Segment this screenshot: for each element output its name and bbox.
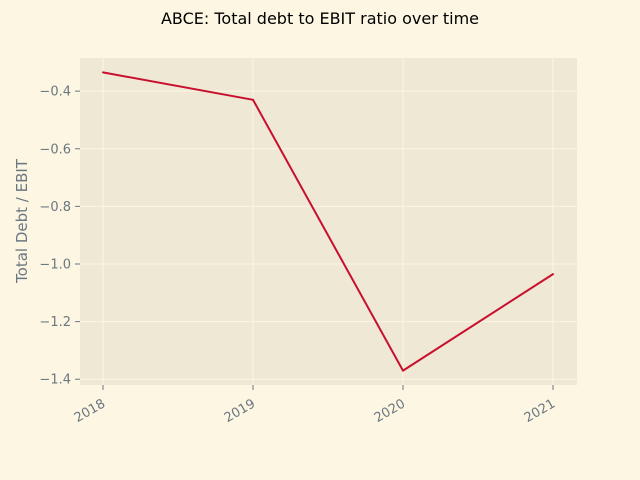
y-axis-label: Total Debt / EBIT — [13, 158, 31, 284]
data-point — [402, 369, 404, 372]
y-tick-label: −0.8 — [39, 200, 71, 215]
y-tick-label: −1.0 — [39, 257, 71, 272]
x-tick-label: 2018 — [72, 396, 108, 426]
y-tick-label: −0.4 — [39, 85, 71, 100]
series-line — [102, 71, 554, 372]
plot-area — [80, 58, 577, 385]
data-point — [102, 71, 104, 74]
x-tick-label: 2019 — [222, 396, 258, 426]
y-tick-label: −1.4 — [39, 373, 71, 388]
y-tick-label: −0.6 — [39, 142, 71, 157]
data-point — [252, 98, 254, 101]
x-tick-label: 2020 — [372, 396, 408, 426]
series-layer — [102, 71, 554, 372]
chart-title: ABCE: Total debt to EBIT ratio over time — [161, 9, 479, 28]
data-point — [552, 273, 554, 276]
grid — [80, 58, 577, 385]
x-tick-label: 2021 — [522, 396, 558, 426]
y-tick-label: −1.2 — [39, 315, 71, 330]
